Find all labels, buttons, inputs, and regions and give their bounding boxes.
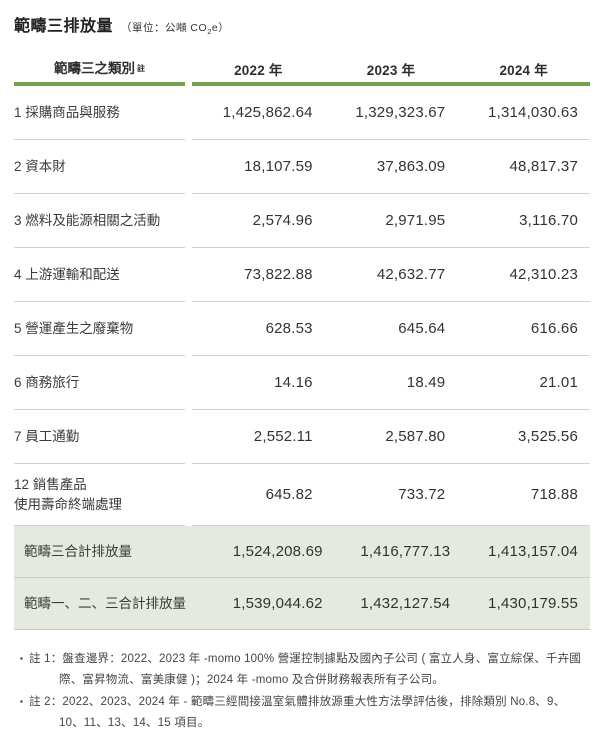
category-label: 4 上游運輸和配送 [14,248,185,302]
value-2023: 42,632.77 [376,266,446,283]
value-2024: 1,413,157.04 [488,543,579,560]
value-2022: 2,552.11 [253,428,313,445]
value-2022: 1,539,044.62 [232,595,323,612]
header-year-2022: 2022 年 [234,63,283,78]
unit-label: （單位：公噸 CO2e） [121,20,229,36]
row-values: 1,524,208.69 1,416,777.13 1,413,157.04 [207,526,590,578]
header-note-mark: 註 [137,64,145,74]
value-2022: 18,107.59 [244,158,313,175]
table-row-category-1: 1 採購商品與服務 1,425,862.64 1,329,323.67 1,31… [14,86,590,140]
value-2023: 2,587.80 [385,428,446,445]
footnotes: ▪ 註 1：盤查邊界：2022、2023 年 -momo 100% 營運控制據點及… [20,648,590,734]
table-header-row: 範疇三之類別註 2022 年 2023 年 2024 年 [14,56,590,86]
value-2024: 718.88 [530,486,579,503]
table-row-category-6: 6 商務旅行 14.16 18.49 21.01 [14,356,590,410]
value-2023: 1,416,777.13 [360,543,451,560]
value-2022: 645.82 [265,486,313,503]
row-values: 1,539,044.62 1,432,127.54 1,430,179.55 [207,578,590,630]
unit-prefix: （單位：公噸 CO [121,22,208,34]
table-row-category-12: 12 銷售產品 使用壽命終端處理 645.82 733.72 718.88 [14,464,590,526]
header-category: 範疇三之類別註 [14,56,185,86]
table-row-category-5: 5 營運產生之廢棄物 628.53 645.64 616.66 [14,302,590,356]
value-2023: 1,329,323.67 [355,104,446,121]
value-2023: 733.72 [398,486,446,503]
category-label: 1 採購商品與服務 [14,86,185,140]
value-2023: 2,971.95 [385,212,446,229]
value-2022: 1,425,862.64 [222,104,313,121]
page-title: 範疇三排放量 [14,18,114,35]
row-values: 645.82 733.72 718.88 [192,464,590,526]
summary-label: 範疇三合計排放量 [14,526,207,578]
title-row: 範疇三排放量 （單位：公噸 CO2e） [14,12,590,36]
value-2024: 1,314,030.63 [488,104,579,121]
header-category-label: 範疇三之類別 [54,61,135,77]
unit-suffix: e） [211,22,230,34]
value-2024: 3,525.56 [518,428,579,445]
value-2024: 42,310.23 [509,266,579,283]
footnote-text: 註 2：2022、2023、2024 年 - 範疇三經間接溫室氣體排放源重大性方… [29,696,566,729]
summary-label: 範疇一、二、三合計排放量 [14,578,207,630]
footnote-text: 註 1：盤查邊界：2022、2023 年 -momo 100% 營運控制據點及國… [29,653,581,686]
value-2022: 628.53 [265,320,313,337]
header-year-2023: 2023 年 [366,63,416,78]
category-label: 3 燃料及能源相關之活動 [14,194,185,248]
value-2024: 1,430,179.55 [488,595,579,612]
value-2024: 616.66 [530,320,579,337]
value-2024: 3,116.70 [519,212,579,229]
summary-row-scope123-total: 範疇一、二、三合計排放量 1,539,044.62 1,432,127.54 1… [14,578,590,630]
value-2023: 1,432,127.54 [360,595,451,612]
row-values: 73,822.88 42,632.77 42,310.23 [192,248,590,302]
category-label: 5 營運產生之廢棄物 [14,302,185,356]
value-2023: 37,863.09 [376,158,446,175]
emissions-table: 範疇三之類別註 2022 年 2023 年 2024 年 1 採購商品與服務 1… [14,56,590,630]
category-label: 2 資本財 [14,140,185,194]
bullet-icon: ▪ [20,654,24,663]
footnote-2: ▪ 註 2：2022、2023、2024 年 - 範疇三經間接溫室氣體排放源重大性… [20,691,590,734]
row-values: 2,552.11 2,587.80 3,525.56 [192,410,590,464]
value-2024: 21.01 [539,374,579,391]
table-row-category-7: 7 員工通勤 2,552.11 2,587.80 3,525.56 [14,410,590,464]
row-values: 14.16 18.49 21.01 [192,356,590,410]
value-2023: 645.64 [398,320,446,337]
row-values: 1,425,862.64 1,329,323.67 1,314,030.63 [192,86,590,140]
row-values: 628.53 645.64 616.66 [192,302,590,356]
bullet-icon: ▪ [20,697,24,706]
table-row-category-3: 3 燃料及能源相關之活動 2,574.96 2,971.95 3,116.70 [14,194,590,248]
value-2022: 73,822.88 [244,266,313,283]
category-label: 6 商務旅行 [14,356,185,410]
value-2022: 1,524,208.69 [232,543,323,560]
row-values: 2,574.96 2,971.95 3,116.70 [192,194,590,248]
header-years: 2022 年 2023 年 2024 年 [192,56,590,86]
summary-row-scope3-total: 範疇三合計排放量 1,524,208.69 1,416,777.13 1,413… [14,526,590,578]
header-year-2024: 2024 年 [499,63,548,78]
footnote-1: ▪ 註 1：盤查邊界：2022、2023 年 -momo 100% 營運控制據點及… [20,648,590,691]
table-row-category-2: 2 資本財 18,107.59 37,863.09 48,817.37 [14,140,590,194]
row-values: 18,107.59 37,863.09 48,817.37 [192,140,590,194]
value-2022: 14.16 [274,374,313,391]
value-2022: 2,574.96 [252,212,313,229]
category-label: 7 員工通勤 [14,410,185,464]
value-2023: 18.49 [406,374,446,391]
table-row-category-4: 4 上游運輸和配送 73,822.88 42,632.77 42,310.23 [14,248,590,302]
value-2024: 48,817.37 [509,158,579,175]
category-label: 12 銷售產品 使用壽命終端處理 [14,464,185,526]
unit-subscript: 2 [207,27,212,37]
